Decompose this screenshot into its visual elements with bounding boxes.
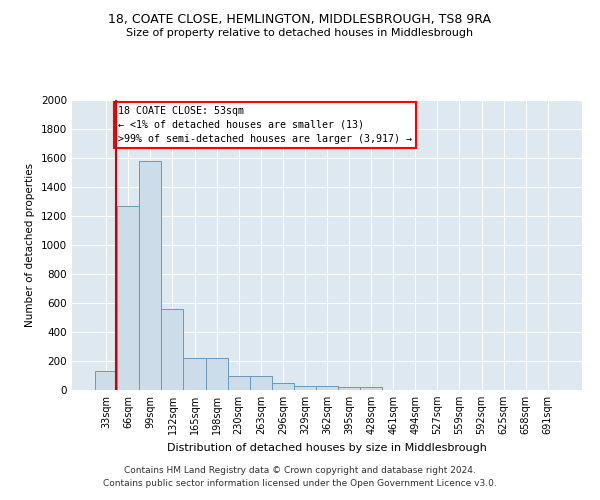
Bar [227, 376, 250, 390]
Bar [184, 358, 206, 390]
Text: 18 COATE CLOSE: 53sqm
← <1% of detached houses are smaller (13)
>99% of semi-det: 18 COATE CLOSE: 53sqm ← <1% of detached … [118, 106, 412, 144]
Bar [272, 383, 294, 390]
Bar [206, 358, 227, 390]
Bar [360, 387, 382, 390]
Bar [117, 206, 139, 390]
Y-axis label: Number of detached properties: Number of detached properties [25, 163, 35, 327]
Bar [139, 161, 161, 390]
Text: 18, COATE CLOSE, HEMLINGTON, MIDDLESBROUGH, TS8 9RA: 18, COATE CLOSE, HEMLINGTON, MIDDLESBROU… [109, 12, 491, 26]
Bar [338, 387, 360, 390]
Bar [294, 386, 316, 390]
X-axis label: Distribution of detached houses by size in Middlesbrough: Distribution of detached houses by size … [167, 442, 487, 452]
Bar [95, 371, 117, 390]
Text: Contains HM Land Registry data © Crown copyright and database right 2024.
Contai: Contains HM Land Registry data © Crown c… [103, 466, 497, 487]
Bar [250, 376, 272, 390]
Bar [316, 386, 338, 390]
Text: Size of property relative to detached houses in Middlesbrough: Size of property relative to detached ho… [127, 28, 473, 38]
Bar [161, 309, 184, 390]
